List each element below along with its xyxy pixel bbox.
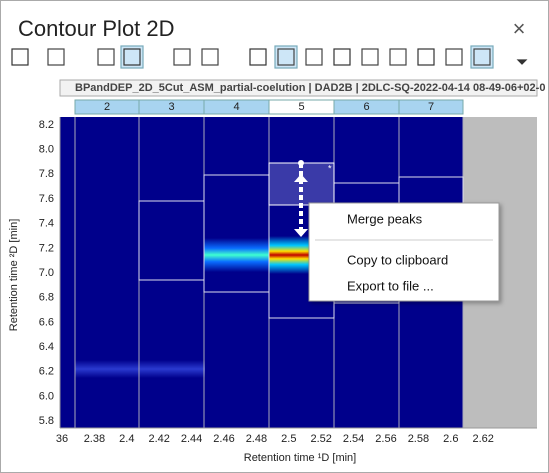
x-tick-label: 2.42	[148, 433, 169, 445]
toolbar-button[interactable]	[445, 48, 463, 66]
toolbar-button[interactable]	[417, 48, 435, 66]
fraction-label: 3	[168, 101, 174, 113]
x-tick-label: 36	[56, 433, 68, 445]
toolbar-button[interactable]	[173, 48, 191, 66]
x-tick-label: 2.56	[375, 433, 396, 445]
toolbar-button[interactable]	[97, 48, 115, 66]
menu-item[interactable]: Copy to clipboard	[347, 252, 448, 267]
menu-panel	[308, 202, 500, 302]
toolbar-button[interactable]	[333, 48, 351, 66]
toolbar-button[interactable]	[123, 48, 141, 66]
toolbar-selected	[274, 45, 298, 69]
fraction-cell[interactable]	[398, 99, 464, 115]
x-tick-label: 2.5	[281, 433, 296, 445]
x-tick-label: 2.54	[343, 433, 364, 445]
toolbar-button[interactable]	[47, 48, 65, 66]
y-tick-label: 8.2	[39, 119, 54, 131]
y-tick-label: 8.0	[39, 144, 54, 156]
y-tick-label: 7.0	[39, 267, 54, 279]
toolbar-button[interactable]	[305, 48, 323, 66]
y-tick-label: 6.2	[39, 366, 54, 378]
x-tick-label: 2.58	[408, 433, 429, 445]
peak-marker: *	[328, 163, 332, 173]
y-tick-label: 7.6	[39, 193, 54, 205]
toolbar-button[interactable]	[389, 48, 407, 66]
toolbar-selected	[120, 45, 144, 69]
context-menu: Merge peaks Copy to clipboard Export to …	[308, 202, 500, 302]
close-button[interactable]: ×	[513, 16, 526, 41]
toolbar-button[interactable]	[473, 48, 491, 66]
x-tick-label: 2.38	[84, 433, 105, 445]
signal-band	[204, 238, 269, 272]
toolbar	[11, 45, 528, 69]
y-tick-label: 6.4	[39, 341, 54, 353]
y-tick-label: 6.6	[39, 316, 54, 328]
toolbar-button[interactable]	[277, 48, 295, 66]
y-tick-label: 7.8	[39, 168, 54, 180]
fraction-label: 7	[428, 101, 434, 113]
drag-point[interactable]	[298, 160, 304, 166]
menu-item[interactable]: Merge peaks	[347, 211, 423, 226]
x-tick-label: 2.6	[443, 433, 458, 445]
dropdown[interactable]	[516, 59, 528, 65]
x-axis-label: Retention time ¹D [min]	[244, 452, 356, 464]
y-tick-label: 7.4	[39, 218, 54, 230]
toolbar-button[interactable]	[201, 48, 219, 66]
toolbar-button[interactable]	[249, 48, 267, 66]
x-tick-label: 2.44	[181, 433, 202, 445]
y-tick-label: 6.0	[39, 390, 54, 402]
y-axis-label: Retention time ²D [min]	[8, 219, 20, 331]
toolbar-selected	[470, 45, 494, 69]
x-tick-label: 2.48	[246, 433, 267, 445]
x-tick-label: 2.52	[310, 433, 331, 445]
menu-item[interactable]: Export to file ...	[347, 278, 434, 293]
y-tick-label: 5.8	[39, 415, 54, 427]
x-tick-label: 2.46	[213, 433, 234, 445]
y-tick-label: 7.2	[39, 242, 54, 254]
signal-peak	[269, 236, 309, 274]
y-tick-label: 6.8	[39, 292, 54, 304]
window-title: Contour Plot 2D	[18, 16, 175, 41]
header-bar	[59, 79, 538, 97]
fraction-label: 5	[298, 101, 304, 113]
fraction-label: 4	[233, 101, 239, 113]
x-tick-label: 2.4	[119, 433, 134, 445]
plot-header: BPandDEP_2D_5Cut_ASM_partial-coelution |…	[75, 82, 545, 94]
fraction-label: 6	[363, 101, 369, 113]
x-tick-label: 2.62	[472, 433, 493, 445]
toolbar-button[interactable]	[11, 48, 29, 66]
fraction-label: 2	[104, 101, 110, 113]
signal-band	[75, 360, 205, 378]
fraction-row: 2 3 4 5 6 7	[74, 99, 464, 115]
toolbar-button[interactable]	[361, 48, 379, 66]
